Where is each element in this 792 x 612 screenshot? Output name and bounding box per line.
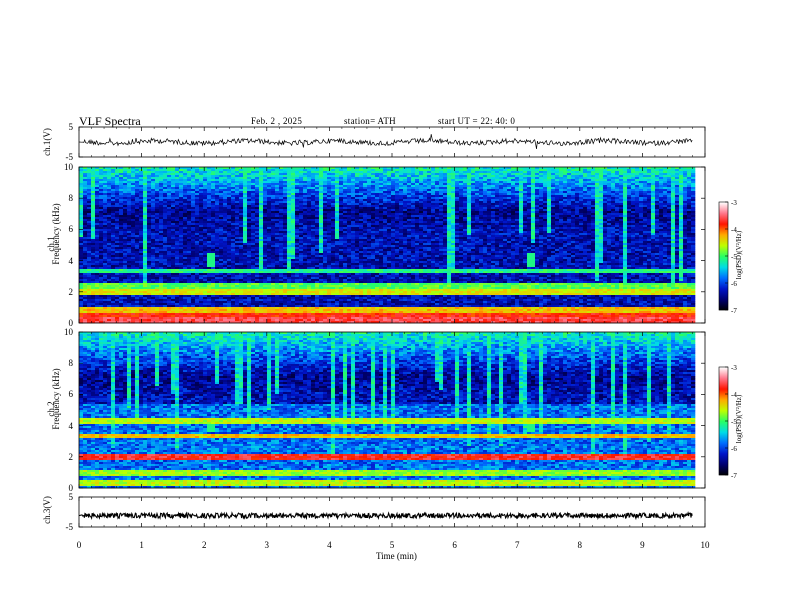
ch1-spectrogram-ylabel: Frequency (kHz) <box>51 189 61 279</box>
ch2-spectrogram-ytick-label: 6 <box>69 389 74 399</box>
ch2-spectrogram-ytick-label: 4 <box>69 421 74 431</box>
ch1-waveform-panel <box>78 126 706 158</box>
ch2-spectrogram-ytick-label: 10 <box>64 327 73 337</box>
ch1-spectrogram-ytick-label: 10 <box>64 162 73 172</box>
x-tick-label: 8 <box>560 540 600 550</box>
x-tick-label: 7 <box>497 540 537 550</box>
ch1-waveform-ytick-label: -5 <box>66 152 74 162</box>
start-time-label: start UT = 22: 40: 0 <box>438 116 515 126</box>
figure-title: VLF Spectra <box>79 115 141 127</box>
x-tick-label: 0 <box>59 540 99 550</box>
x-axis-label: Time (min) <box>376 551 417 561</box>
x-tick-label: 3 <box>247 540 287 550</box>
ch2-spectrogram-panel <box>78 331 706 489</box>
ch1-spectrogram-colorbar-tick-label: -4 <box>731 225 737 235</box>
x-tick-label: 2 <box>184 540 224 550</box>
ch1-spectrogram-ytick-label: 8 <box>69 193 74 203</box>
ch2-spectrogram-ytick-label: 8 <box>69 358 74 368</box>
ch1-spectrogram-colorbar-tick-label: -3 <box>731 198 737 208</box>
ch2-spectrogram-ytick-label: 0 <box>69 483 74 493</box>
x-tick-label: 4 <box>309 540 349 550</box>
ch3-waveform-ylabel: ch.3(V) <box>42 490 52 530</box>
ch2-spectrogram-ytick-label: 2 <box>69 452 74 462</box>
ch1-waveform-trace <box>78 134 693 149</box>
ch2-spectrogram-colorbar-tick-label: -4 <box>731 390 737 400</box>
ch1-spectrogram-colorbar-tick-label: -6 <box>731 279 737 289</box>
ch1-waveform-frame <box>78 126 706 158</box>
ch2-spectrogram-colorbar-tick-label: -3 <box>731 363 737 373</box>
station-label: station= ATH <box>344 116 396 126</box>
ch2-spectrogram-cells <box>79 332 696 489</box>
ch1-spectrogram-cells <box>79 167 696 324</box>
ch1-waveform-ytick-label: 5 <box>69 122 74 132</box>
ch2-spectrogram-colorbar-tick-label: -6 <box>731 444 737 454</box>
ch3-waveform-trace <box>78 511 693 521</box>
ch2-spectrogram-colorbar-tick-label: -5 <box>731 417 737 427</box>
x-tick-label: 1 <box>122 540 162 550</box>
ch1-spectrogram-panel <box>78 166 706 324</box>
ch1-waveform-ylabel: ch.1(V) <box>42 122 52 162</box>
date-label: Feb. 2 , 2025 <box>251 116 302 126</box>
colorbar-1 <box>718 201 729 311</box>
x-tick-label: 9 <box>622 540 662 550</box>
x-tick-label: 10 <box>685 540 725 550</box>
x-tick-label: 6 <box>435 540 475 550</box>
ch3-waveform-ytick-label: -5 <box>66 522 74 532</box>
ch2-spectrogram-ylabel: Frequency (kHz) <box>51 354 61 444</box>
ch1-spectrogram-colorbar-tick-label: -5 <box>731 252 737 262</box>
ch3-waveform-panel <box>78 496 706 528</box>
ch1-spectrogram-colorbar-tick-label: -7 <box>731 306 737 316</box>
ch1-spectrogram-ytick-label: 4 <box>69 256 74 266</box>
ch3-waveform-frame <box>78 496 706 528</box>
ch1-spectrogram-ytick-label: 0 <box>69 318 74 328</box>
x-tick-label: 5 <box>372 540 412 550</box>
ch1-spectrogram-ytick-label: 6 <box>69 224 74 234</box>
colorbar-2 <box>718 366 729 476</box>
ch2-spectrogram-colorbar-tick-label: -7 <box>731 471 737 481</box>
ch3-waveform-ytick-label: 5 <box>69 492 74 502</box>
ch1-spectrogram-ytick-label: 2 <box>69 287 74 297</box>
